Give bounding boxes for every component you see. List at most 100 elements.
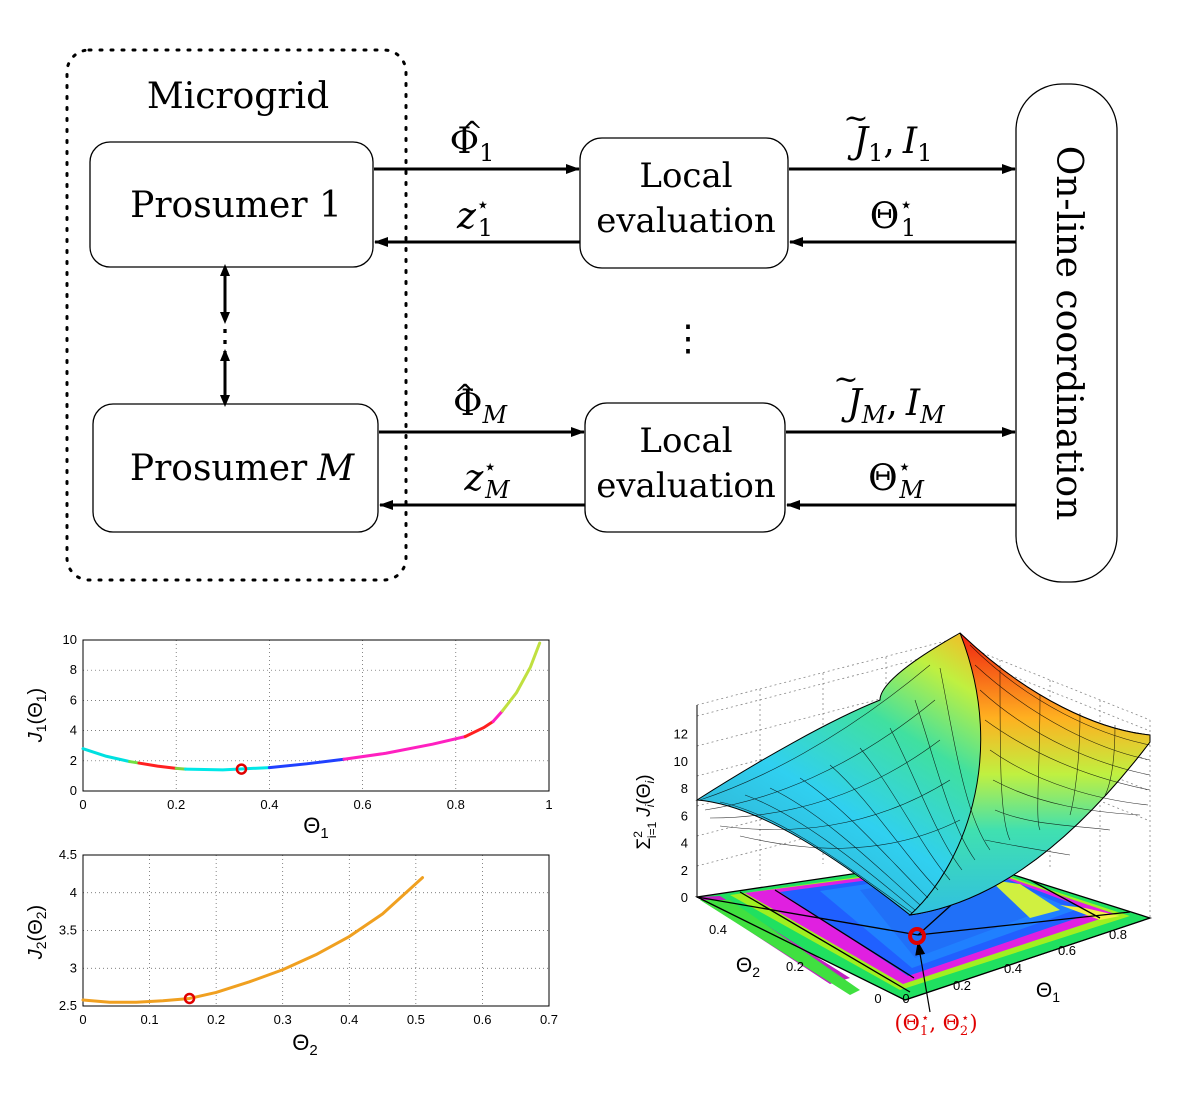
series-line — [491, 709, 504, 724]
surface-zlabel-jsub: i — [643, 804, 657, 807]
chart-j2-ylabel-arg: (Θ — [25, 919, 47, 941]
x-tick-label: 0 — [79, 1012, 86, 1027]
i1-symbol: I — [902, 121, 918, 162]
im-sub: M — [919, 401, 946, 429]
z-tick-label: 0 — [681, 890, 688, 905]
x-tick-label: 0.4 — [260, 797, 278, 812]
z-tick-label: 4 — [681, 836, 688, 851]
y-tick-label: 0.4 — [709, 922, 727, 937]
j1-sub: 1 — [868, 139, 883, 167]
x-tick-label: 0.5 — [407, 1012, 425, 1027]
label-j1: ~ J1, I1 — [843, 101, 932, 167]
im-symbol: I — [905, 383, 921, 424]
surface-ylabel: Θ2 — [736, 954, 760, 980]
x-tick-label: 0.8 — [1109, 927, 1127, 942]
prosumer-vdots-left: ⋮ — [209, 322, 241, 360]
y-tick-label: 3 — [70, 960, 77, 975]
coordinator-box — [1015, 83, 1118, 583]
chart-j2-xlabel-sub: 2 — [309, 1042, 317, 1059]
surface-floor-ticks: 0.2 0.4 0.6 0.8 0 0 0.2 0.4 — [709, 922, 1127, 1006]
z-tick-label: 2 — [681, 863, 688, 878]
optimum-part-0: (Θ — [894, 1011, 919, 1035]
chart-j1-ylabel-arg: (Θ — [25, 702, 47, 724]
y-tick-label: 0.2 — [786, 959, 804, 974]
surface-zlabel-argsub: i — [643, 780, 657, 783]
label-thetam: Θ⋆ M — [868, 455, 925, 504]
local-eval-m-line1: Local — [639, 421, 732, 461]
series-line — [463, 720, 495, 739]
zm-sub: M — [484, 476, 511, 504]
y-tick-label: 3.5 — [59, 923, 77, 938]
y-tick-label: 8 — [70, 662, 77, 677]
surface-zlabel-sum: Σ — [634, 838, 655, 850]
optimum-label: (Θ1⋆, Θ2⋆) — [894, 1011, 977, 1039]
chart-j2-ylabel-sym: J — [25, 948, 47, 960]
phim-sub: M — [481, 401, 508, 429]
x-tick-label: 0.2 — [207, 1012, 225, 1027]
optimum-part-6: ) — [969, 1011, 977, 1035]
series-line — [174, 766, 188, 771]
x-tick-label: 0.4 — [340, 1012, 358, 1027]
z1-sub: 1 — [478, 214, 493, 242]
i1-sub: 1 — [917, 139, 932, 167]
jm-sub: M — [861, 401, 888, 429]
svg-text:ΦM: ΦM — [453, 383, 509, 429]
optimum-part-2: ⋆ — [921, 1011, 929, 1026]
surface-z-ticks: 0 2 4 6 8 10 12 — [674, 727, 688, 905]
chart-j1-ylabel-argsub: 1 — [33, 694, 49, 702]
y-tick-label: 6 — [70, 692, 77, 707]
x-tick-label: 0.2 — [167, 797, 185, 812]
j1-tilde: ~ — [843, 101, 868, 136]
z-tick-label: 12 — [674, 727, 688, 742]
optimum-point — [235, 763, 248, 775]
zm-symbol: z — [463, 458, 484, 499]
optimum-part-5: ⋆ — [961, 1011, 969, 1026]
chart-j2-series — [81, 876, 425, 1005]
coordinator-label: On-line coordination — [1048, 146, 1089, 521]
label-phim: ^ ΦM — [453, 380, 509, 429]
chart-j1-grid — [83, 640, 549, 791]
surface-zlabel-j: J — [634, 807, 655, 818]
jm-tilde: ~ — [833, 362, 858, 397]
x-tick-label: 0 — [79, 797, 86, 812]
series-line — [184, 766, 271, 772]
thetam-sub: M — [898, 476, 925, 504]
label-jm: ~ JM, IM — [833, 362, 946, 429]
x-tick-label: 0.7 — [540, 1012, 558, 1027]
svg-text:Φ1: Φ1 — [450, 121, 495, 167]
surface-zlabel-sub: i=1 — [645, 821, 659, 838]
chart-j2: 0 0.1 0.2 0.3 0.4 0.5 0.6 0.72.533.544.5 Θ2 J2(… — [25, 847, 558, 1059]
series-line — [81, 876, 425, 1004]
label-phi1: ^ Φ1 — [450, 117, 495, 167]
y-tick-label: 10 — [63, 632, 77, 647]
surface-xlabel: Θ1 — [1036, 979, 1060, 1005]
surface-zlabel-close: ) — [634, 774, 655, 780]
x-tick-origin: 0 — [902, 991, 909, 1006]
y-tick-label: 2.5 — [59, 998, 77, 1013]
thetam-star: ⋆ — [898, 455, 912, 480]
optimum-marker — [908, 927, 926, 945]
series-line — [342, 735, 467, 761]
chart-j1-axes — [82, 639, 550, 792]
chart-j1-ylabel-sym: J — [25, 731, 47, 743]
optimum-part-3: , Θ — [929, 1011, 960, 1035]
theta1-sub: 1 — [901, 214, 916, 242]
optimum-pointer — [915, 941, 931, 1013]
jm-comma: , — [886, 383, 897, 424]
z1-star: ⋆ — [476, 193, 490, 218]
x-tick-label: 0.6 — [1058, 943, 1076, 958]
x-tick-label: 0.6 — [354, 797, 372, 812]
j1-comma: , — [883, 121, 894, 162]
local-eval-1-line1: Local — [639, 156, 732, 196]
local-eval-box-1 — [579, 137, 789, 269]
chart-j2-ylabel: J2(Θ2) — [25, 905, 49, 960]
surface-ylabel-sym: Θ — [736, 954, 752, 977]
chart-j2-ylabel-sub: 2 — [33, 941, 49, 949]
microgrid-label: Microgrid — [147, 76, 329, 117]
surface-zlabel: Σ2i=1 Ji(Θi) — [631, 774, 659, 849]
block-diagram: Microgrid Prosumer 1 Prosumer M ⋮ Local e… — [65, 48, 1118, 583]
surface-xlabel-sym: Θ — [1036, 979, 1052, 1002]
surface-box-edges — [696, 705, 1151, 1001]
